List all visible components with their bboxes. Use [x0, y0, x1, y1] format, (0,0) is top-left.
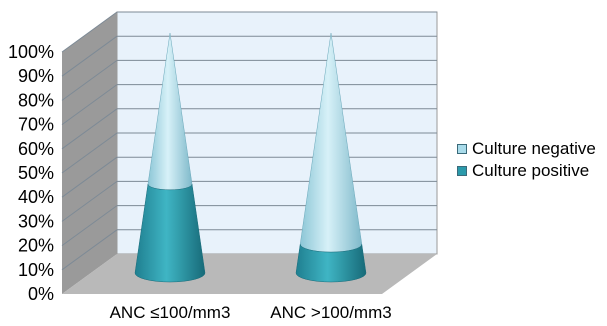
gridline-side: [61, 59, 118, 101]
gridline-side: [61, 180, 118, 222]
legend-swatch-culture-negative: [457, 144, 467, 154]
gridline-side: [61, 108, 118, 150]
y-tick-label: 0%: [28, 284, 54, 304]
legend-label-culture-positive: Culture positive: [472, 161, 590, 180]
y-tick-label: 40%: [18, 187, 54, 207]
x-tick-label: ANC ≤100/mm3: [110, 303, 231, 322]
x-axis: ANC ≤100/mm3 ANC >100/mm3: [110, 303, 392, 322]
x-tick-label: ANC >100/mm3: [270, 303, 391, 322]
y-tick-label: 100%: [8, 42, 54, 62]
legend-label-culture-negative: Culture negative: [472, 139, 596, 158]
cone-segment-culture-positive: [295, 244, 367, 283]
gridline-side: [61, 35, 118, 77]
gridline-side: [61, 229, 118, 271]
y-axis: 0% 10% 20% 30% 40% 50% 60% 70% 80% 90% 100%: [8, 42, 54, 304]
y-tick-label: 90%: [18, 66, 54, 86]
gridline-side: [61, 205, 118, 247]
legend: Culture negative Culture positive: [457, 138, 596, 182]
y-tick-label: 20%: [18, 236, 54, 256]
legend-item-culture-negative: Culture negative: [457, 138, 596, 160]
y-tick-label: 30%: [18, 211, 54, 231]
gridline-side: [61, 132, 118, 174]
gridline-side: [61, 11, 118, 53]
y-tick-label: 70%: [18, 115, 54, 135]
y-tick-label: 80%: [18, 90, 54, 110]
gridline-side: [61, 84, 118, 126]
cone-segment-culture-positive: [134, 184, 206, 283]
y-tick-label: 50%: [18, 163, 54, 183]
cones: [134, 32, 367, 283]
legend-item-culture-positive: Culture positive: [457, 160, 596, 182]
y-tick-label: 10%: [18, 260, 54, 280]
y-tick-label: 60%: [18, 139, 54, 159]
gridline-side: [61, 156, 118, 198]
floor: [62, 254, 437, 294]
legend-swatch-culture-positive: [457, 166, 467, 176]
